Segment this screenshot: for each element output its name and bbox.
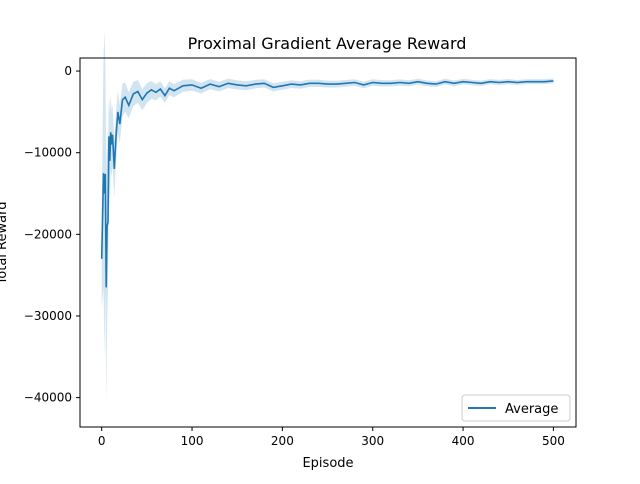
series-average-band [101, 30, 554, 402]
x-axis: 0 100 200 300 400 500 [98, 427, 565, 448]
x-tick-label: 100 [181, 434, 204, 448]
plot-area [79, 30, 577, 428]
legend-box [461, 394, 571, 422]
legend: Average [461, 394, 571, 422]
x-tick-label: 0 [98, 434, 106, 448]
y-tick-label: 0 [64, 64, 72, 78]
legend-label-average: Average [505, 402, 558, 417]
y-tick-label: −40000 [24, 391, 72, 405]
y-axis-label: Total Reward [0, 202, 10, 286]
chart-title: Proximal Gradient Average Reward [188, 34, 467, 53]
x-tick-label: 200 [271, 434, 294, 448]
x-tick-label: 500 [542, 434, 565, 448]
y-tick-label: −20000 [24, 227, 72, 241]
y-tick-label: −30000 [24, 309, 72, 323]
series-average-line [100, 80, 554, 288]
x-axis-label: Episode [302, 456, 353, 471]
x-tick-label: 300 [361, 434, 384, 448]
x-tick-label: 400 [452, 434, 475, 448]
plot-frame [79, 57, 577, 428]
y-tick-label: −10000 [24, 146, 72, 160]
y-axis: 0 −10000 −20000 −30000 −40000 [24, 64, 80, 405]
